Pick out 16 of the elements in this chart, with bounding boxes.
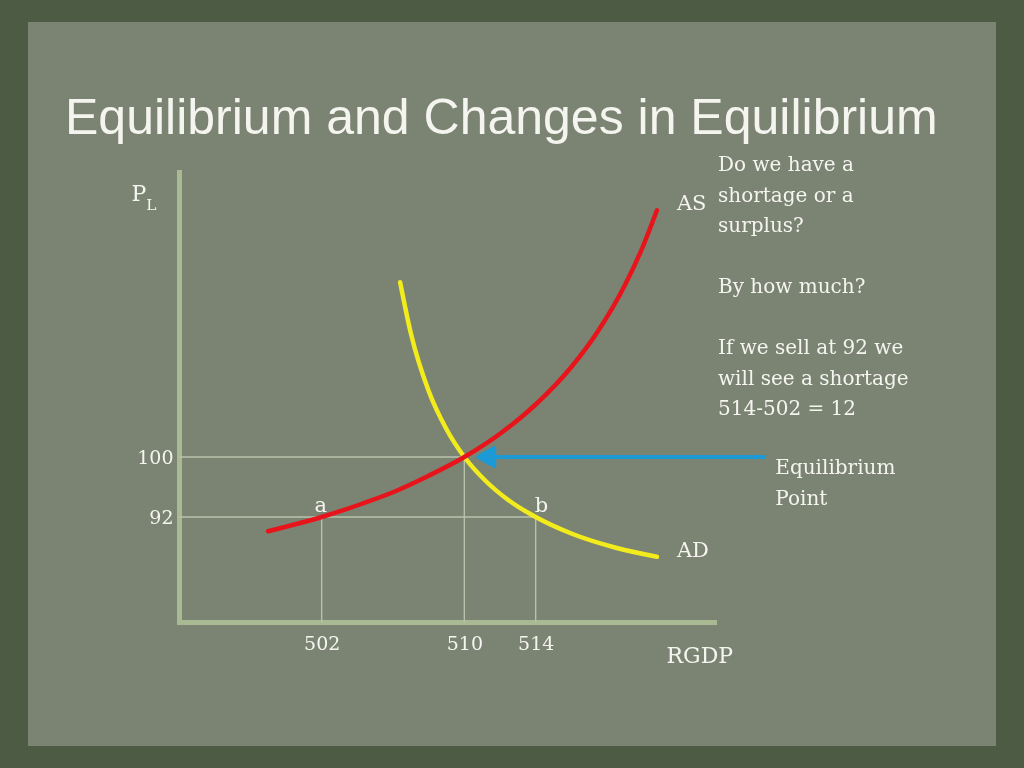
text: If we sell at 92 we will see a shortage 514-502 = 12 — [718, 335, 909, 420]
x-tick-label: 502 — [304, 631, 341, 654]
annotation: a — [314, 493, 327, 517]
x-tick-label: 510 — [446, 631, 483, 654]
text: Equilibrium Point — [775, 455, 896, 510]
y-tick-label: 92 — [149, 505, 174, 528]
series-label: AD — [675, 537, 709, 562]
text: By how much? — [718, 274, 866, 298]
x-tick-label: 514 — [518, 631, 555, 654]
annotation: b — [534, 493, 549, 517]
text: Do we have a shortage or a surplus? — [718, 152, 855, 237]
x-axis-title: RGDP — [666, 642, 734, 668]
series-label: AS — [675, 191, 707, 216]
chart-title: Equilibrium and Changes in Equilibrium — [65, 89, 938, 145]
y-axis-title: P$_{L}$ — [131, 180, 157, 214]
y-tick-label: 100 — [137, 445, 174, 468]
